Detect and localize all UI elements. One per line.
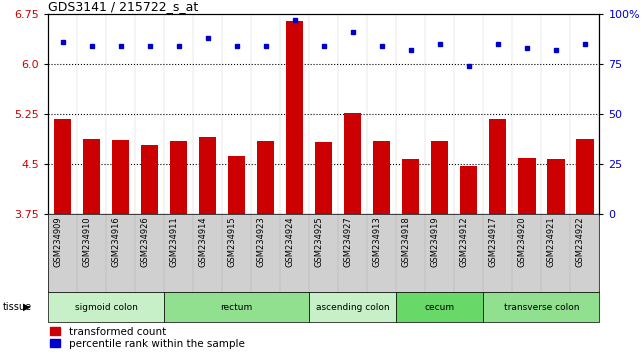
Bar <box>547 159 565 214</box>
Text: GSM234913: GSM234913 <box>372 217 382 267</box>
Bar <box>164 292 309 322</box>
Text: GSM234923: GSM234923 <box>256 217 265 267</box>
Text: GSM234919: GSM234919 <box>431 217 440 267</box>
Bar <box>228 156 246 214</box>
Bar <box>309 292 396 322</box>
Text: GDS3141 / 215722_s_at: GDS3141 / 215722_s_at <box>48 0 198 13</box>
Bar <box>48 292 164 322</box>
Bar <box>431 142 449 214</box>
Text: cecum: cecum <box>425 303 455 312</box>
Text: GSM234922: GSM234922 <box>576 217 585 267</box>
Text: rectum: rectum <box>221 303 253 312</box>
Bar <box>286 21 303 214</box>
Bar <box>460 166 478 214</box>
Text: GSM234918: GSM234918 <box>402 217 411 267</box>
Bar <box>373 142 390 214</box>
Text: GSM234909: GSM234909 <box>54 217 63 267</box>
Bar <box>112 140 129 214</box>
Bar <box>257 141 274 214</box>
Bar <box>483 292 599 322</box>
Text: ascending colon: ascending colon <box>316 303 390 312</box>
Text: transverse colon: transverse colon <box>504 303 579 312</box>
Bar <box>489 119 506 214</box>
Bar <box>402 159 419 214</box>
Text: tissue: tissue <box>3 302 32 312</box>
Bar <box>576 139 594 214</box>
Text: GSM234926: GSM234926 <box>140 217 149 267</box>
Text: GSM234917: GSM234917 <box>489 217 498 267</box>
Text: GSM234924: GSM234924 <box>286 217 295 267</box>
Legend: transformed count, percentile rank within the sample: transformed count, percentile rank withi… <box>50 327 245 349</box>
Text: GSM234911: GSM234911 <box>170 217 179 267</box>
Text: GSM234912: GSM234912 <box>460 217 469 267</box>
Bar <box>199 137 217 214</box>
Text: GSM234921: GSM234921 <box>547 217 556 267</box>
Text: GSM234915: GSM234915 <box>228 217 237 267</box>
Text: GSM234927: GSM234927 <box>344 217 353 267</box>
Bar <box>83 139 100 214</box>
Bar <box>315 142 333 214</box>
Text: ▶: ▶ <box>23 302 31 312</box>
Text: sigmoid colon: sigmoid colon <box>74 303 138 312</box>
Text: GSM234920: GSM234920 <box>518 217 527 267</box>
Text: GSM234916: GSM234916 <box>112 217 121 267</box>
Text: GSM234914: GSM234914 <box>199 217 208 267</box>
Bar <box>141 145 158 214</box>
Text: GSM234910: GSM234910 <box>83 217 92 267</box>
Bar <box>54 119 71 214</box>
Text: GSM234925: GSM234925 <box>315 217 324 267</box>
Bar <box>518 158 535 214</box>
Bar <box>396 292 483 322</box>
Bar <box>170 142 187 214</box>
Bar <box>344 113 362 214</box>
